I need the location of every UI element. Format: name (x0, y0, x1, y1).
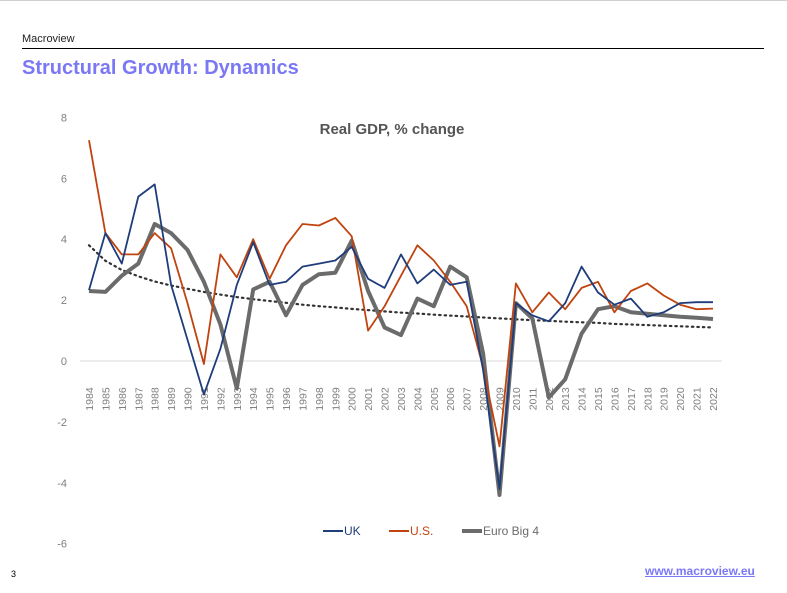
legend-label-us: U.S. (410, 524, 433, 538)
x-tick-label: 1994 (248, 387, 260, 411)
y-tick-label: 0 (61, 356, 67, 368)
x-tick-label: 1991 (199, 387, 211, 411)
x-tick-label: 2017 (626, 387, 638, 411)
x-tick-label: 1990 (183, 387, 195, 411)
x-tick-label: 2020 (675, 387, 687, 411)
x-tick-label: 2013 (560, 387, 572, 411)
page-title: Structural Growth: Dynamics (22, 57, 299, 79)
legend: UK U.S. Euro Big 4 (323, 524, 539, 538)
x-tick-label: 2014 (577, 387, 589, 411)
x-tick-label: 2021 (692, 387, 704, 411)
series-line-euro (88, 222, 714, 497)
series-line-uk (88, 183, 713, 490)
x-tick-label: 2022 (708, 387, 720, 411)
y-tick-label: 8 (61, 112, 67, 124)
x-tick-label: 2015 (593, 387, 605, 411)
brand-label: Macroview (22, 33, 75, 45)
x-tick-label: 2004 (412, 387, 424, 411)
x-tick-label: 2006 (445, 387, 457, 411)
series-line-us (88, 140, 714, 448)
y-tick-label: -4 (57, 478, 67, 490)
x-tick-label: 1996 (281, 387, 293, 411)
x-tick-label: 1995 (265, 387, 277, 411)
x-axis-ticks: 1984 1985 1986 1987 1988 1989 1990 1991 1992 1993… (84, 387, 720, 411)
series-line-trend (87, 244, 715, 329)
x-tick-label: 2019 (659, 387, 671, 411)
x-tick-label: 2003 (396, 387, 408, 411)
x-tick-label: 1986 (117, 387, 129, 411)
x-tick-label: 1988 (150, 387, 162, 411)
y-tick-label: -2 (57, 417, 67, 429)
x-tick-label: 2016 (609, 387, 621, 411)
x-tick-label: 2005 (429, 387, 441, 411)
series-lines (87, 140, 715, 497)
x-tick-label: 1984 (84, 387, 96, 411)
x-tick-label: 1992 (215, 387, 227, 411)
x-tick-label: 1998 (314, 387, 326, 411)
chart-title: Real GDP, % change (320, 121, 465, 138)
x-tick-label: 2002 (380, 387, 392, 411)
x-tick-label: 1989 (166, 387, 178, 411)
y-axis-ticks: 8 6 4 2 0 -2 -4 -6 (57, 112, 67, 550)
page-number: 3 (11, 569, 17, 579)
legend-label-uk: UK (344, 524, 361, 538)
y-tick-label: 4 (61, 234, 67, 246)
top-border (0, 0, 787, 1)
x-tick-label: 1985 (100, 387, 112, 411)
website-link[interactable]: www.macroview.eu (645, 564, 755, 578)
x-tick-label: 1997 (297, 387, 309, 411)
header-rule (22, 48, 764, 49)
y-tick-label: -6 (57, 539, 67, 551)
y-tick-label: 2 (61, 295, 67, 307)
x-tick-label: 2011 (527, 388, 539, 411)
x-tick-label: 2001 (363, 387, 375, 411)
x-tick-label: 1993 (232, 387, 244, 411)
y-tick-label: 6 (61, 173, 67, 185)
x-tick-label: 1987 (133, 387, 145, 411)
x-tick-label: 2000 (347, 387, 359, 411)
legend-label-euro: Euro Big 4 (483, 524, 539, 538)
x-tick-label: 2010 (511, 387, 523, 411)
x-tick-label: 2007 (462, 387, 474, 411)
x-tick-label: 2018 (642, 387, 654, 411)
x-tick-label: 1999 (330, 387, 342, 411)
